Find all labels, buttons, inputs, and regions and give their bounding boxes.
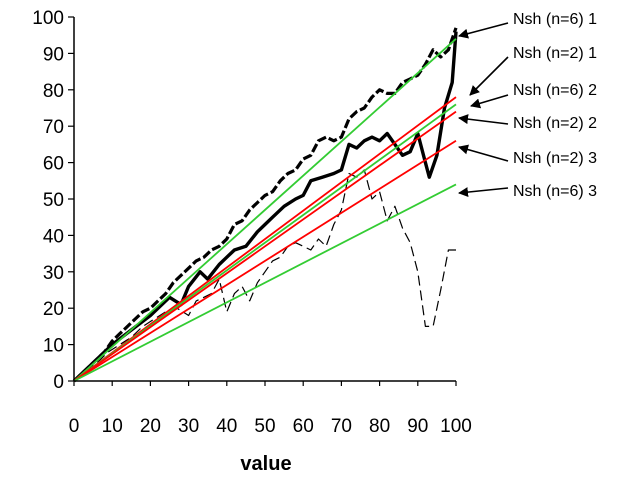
series-line-7	[73, 110, 457, 382]
y-tick-label: 60	[43, 154, 64, 175]
axes-layer	[68, 16, 457, 386]
series-line-9	[73, 183, 457, 382]
y-tick-label: 50	[43, 190, 64, 211]
x-tick-label: 20	[140, 416, 161, 437]
x-tick-label: 90	[407, 416, 428, 437]
series-line-3	[73, 169, 456, 382]
x-tick-label: 100	[440, 416, 472, 437]
x-tick-label: 30	[178, 416, 199, 437]
y-tick-label: 90	[43, 44, 64, 65]
annotation-arrow	[470, 94, 509, 109]
series-line-4	[73, 38, 457, 382]
annotation-arrow	[458, 22, 509, 39]
x-tick-label: 10	[102, 416, 123, 437]
y-tick-label: 20	[43, 299, 64, 320]
annotation-label: Nsh (n=2) 2	[513, 115, 597, 132]
series-line-2	[72, 31, 458, 383]
labels-layer: 0 10 20 30 40 50 60 70 80 90 100 0 10 20 30 40 50 60 70 80 9…	[32, 8, 472, 437]
y-tick-label: 10	[43, 336, 64, 357]
x-tick-label: 80	[369, 416, 390, 437]
annotations-layer: Nsh (n=6) 1 Nsh (n=2) 1 Nsh (n=6) 2 Nsh (n=…	[458, 11, 597, 200]
y-tick-label: 70	[43, 117, 64, 138]
annotation-arrow	[458, 114, 509, 125]
annotation-label: Nsh (n=2) 3	[513, 150, 597, 167]
x-tick-label: 50	[254, 416, 275, 437]
x-tick-label: 60	[293, 416, 314, 437]
series-layer	[72, 27, 458, 383]
y-tick-label: 30	[43, 263, 64, 284]
annotation-label: Nsh (n=6) 3	[513, 183, 597, 200]
series-line-1	[72, 27, 458, 383]
annotation-label: Nsh (n=6) 1	[513, 11, 597, 28]
x-tick-label: 70	[331, 416, 352, 437]
x-axis-label: value	[240, 453, 291, 475]
annotation-label: Nsh (n=2) 1	[513, 45, 597, 62]
y-tick-label: 100	[32, 8, 64, 29]
annotation-arrow	[469, 56, 509, 96]
series-line-8	[73, 140, 457, 382]
y-tick-label: 80	[43, 81, 64, 102]
series-line-6	[73, 103, 457, 382]
annotation-arrow	[458, 187, 509, 198]
x-tick-label: 0	[69, 416, 80, 437]
annotation-label: Nsh (n=6) 2	[513, 82, 597, 99]
series-line-5	[73, 96, 457, 382]
y-tick-label: 0	[53, 372, 64, 393]
annotation-arrow	[458, 144, 509, 162]
x-tick-label: 40	[216, 416, 237, 437]
y-tick-label: 40	[43, 226, 64, 247]
